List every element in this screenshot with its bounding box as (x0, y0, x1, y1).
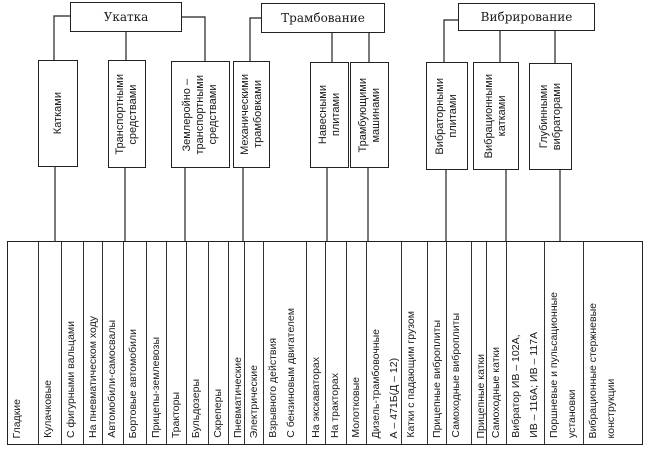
connector (53, 15, 70, 60)
method-box: Транспортными средствами (108, 60, 146, 168)
table-column: Скреперы (208, 242, 228, 444)
table-column: Молотковые (346, 242, 366, 444)
table-column: Кулачковые (38, 242, 61, 444)
equipment-label: Бортовые автомобили (127, 328, 139, 438)
equipment-label: Самоходные катки (490, 346, 502, 438)
table-column: Пневматические (228, 242, 244, 444)
equipment-label: На пневматическом ходу (87, 316, 99, 438)
equipment-label: Кулачковые (42, 380, 54, 438)
method-box: Механическими трамбовками (233, 61, 270, 168)
equipment-label: Взрывного действия С бензиновым двигател… (267, 308, 297, 438)
table-column: Самоходные катки (486, 242, 506, 444)
equipment-label: Тракторы (170, 391, 182, 438)
method-box: Глубинными вибраторами (529, 63, 572, 170)
equipment-table: Гладкие Кулачковые С фигурными вальцами На … (7, 241, 643, 445)
table-column: Бульдозеры (186, 242, 208, 444)
equipment-label: Прицепы-землевозы (150, 337, 162, 438)
method-box: Землеройно – транспортными средствами (171, 61, 230, 168)
table-column: Прицепные катки (471, 242, 487, 444)
category-trambovanie: Трамбование (261, 3, 385, 33)
equipment-label: На тракторах (329, 373, 341, 438)
equipment-label: Самоходные виброплиты (450, 313, 462, 438)
method-box: Трамбующими машинами (350, 62, 389, 168)
category-vibrirovanie: Вибрирование (458, 3, 595, 31)
method-label: Механическими трамбовками (238, 74, 264, 155)
equipment-label: Катки с падающим грузом (405, 311, 417, 438)
method-box: Катками (38, 60, 78, 167)
category-ukatka: Укатка (70, 2, 182, 32)
method-label: Глубинными вибраторами (537, 82, 563, 151)
equipment-label: Гладкие (11, 398, 23, 439)
equipment-label: Электрические (248, 364, 260, 438)
table-column: Поршневые и пульсационные установки (544, 242, 583, 444)
table-column: Катки с падающим грузом (401, 242, 427, 444)
method-label: Вибраторными плитами (434, 77, 459, 155)
equipment-label: Скреперы (212, 389, 224, 438)
table-column: Автомобили-самосвалы (102, 242, 123, 444)
table-column: Вибрационные стержневые конструкции (583, 242, 644, 444)
table-column: Взрывного действия С бензиновым двигател… (263, 242, 306, 444)
table-column: Дизель-трамбовочные А – 471Б(Д – 12) (366, 242, 401, 444)
table-column: Вибратор ИВ – 102А, ИВ – 116А; ИВ – 117А (506, 242, 544, 444)
connector (182, 16, 206, 61)
connector (443, 19, 458, 62)
connector (249, 17, 261, 61)
table-column: Самоходные виброплиты (446, 242, 471, 444)
equipment-label: Вибратор ИВ – 102А, ИВ – 116А; ИВ – 117А (510, 332, 540, 438)
category-title: Вибрирование (480, 10, 573, 24)
table-column: На экскаваторах (306, 242, 325, 444)
equipment-label: Прицепные виброплиты (431, 320, 443, 438)
method-label: Транспортными средствами (114, 73, 139, 155)
method-box: Вибрационными катками (473, 62, 519, 170)
method-label: Землеройно – транспортными средствами (181, 74, 219, 155)
equipment-label: Дизель-трамбовочные А – 471Б(Д – 12) (370, 328, 400, 438)
equipment-label: Автомобили-самосвалы (106, 320, 118, 438)
equipment-label: Вибрационные стержневые конструкции (587, 302, 617, 438)
table-column: Прицепные виброплиты (427, 242, 446, 444)
category-title: Трамбование (281, 11, 365, 25)
method-label: Катками (51, 92, 64, 135)
equipment-label: Поршневые и пульсационные установки (548, 291, 578, 438)
equipment-label: С фигурными вальцами (65, 321, 77, 438)
method-box: Вибраторными плитами (426, 62, 468, 170)
table-column: На тракторах (325, 242, 346, 444)
table-column: С фигурными вальцами (61, 242, 83, 444)
table-column: Электрические (244, 242, 263, 444)
equipment-label: Бульдозеры (190, 378, 202, 438)
table-column: Прицепы-землевозы (146, 242, 166, 444)
equipment-label: Молотковые (350, 377, 362, 438)
equipment-label: На экскаваторах (310, 357, 322, 438)
table-column: Гладкие (8, 242, 38, 444)
method-label: Навесными плитами (316, 85, 342, 145)
method-box: Навесными плитами (310, 62, 349, 168)
table-column: На пневматическом ходу (83, 242, 102, 444)
category-title: Укатка (103, 10, 149, 24)
table-column: Бортовые автомобили (123, 242, 146, 444)
method-label: Вибрационными катками (483, 73, 508, 159)
table-column: Тракторы (166, 242, 186, 444)
method-label: Трамбующими машинами (356, 77, 382, 153)
